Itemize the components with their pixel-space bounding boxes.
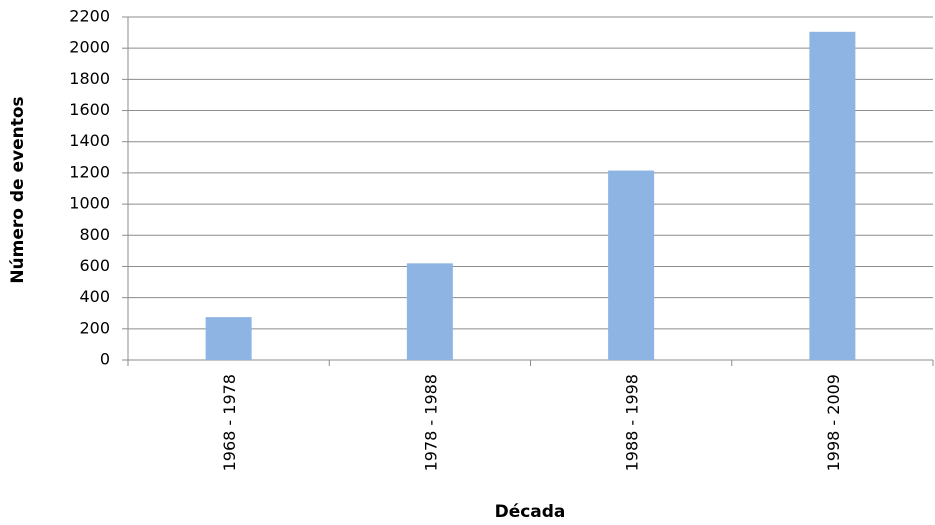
x-tick-label: 1998 - 2009 [824,374,843,471]
bar [608,170,655,360]
x-axis-title: Década [495,502,566,522]
y-tick-label: 2200 [69,7,110,26]
y-tick-label: 1200 [69,162,110,181]
y-tick-label: 600 [79,256,110,275]
x-tick-label: 1988 - 1998 [623,374,642,471]
bar [205,317,252,360]
y-tick-label: 1400 [69,131,110,150]
y-tick-label: 0 [100,350,110,369]
y-tick-label: 2000 [69,38,110,57]
y-tick-label: 400 [79,287,110,306]
y-tick-label: 800 [79,225,110,244]
y-tick-label: 1800 [69,69,110,88]
bar [809,31,856,360]
y-tick-label: 1600 [69,100,110,119]
bar [406,263,453,360]
y-axis-title: Número de eventos [8,96,28,283]
y-tick-label: 200 [79,318,110,337]
y-tick-label: 1000 [69,194,110,213]
x-tick-label: 1978 - 1988 [421,374,440,471]
x-tick-label: 1968 - 1978 [220,374,239,471]
